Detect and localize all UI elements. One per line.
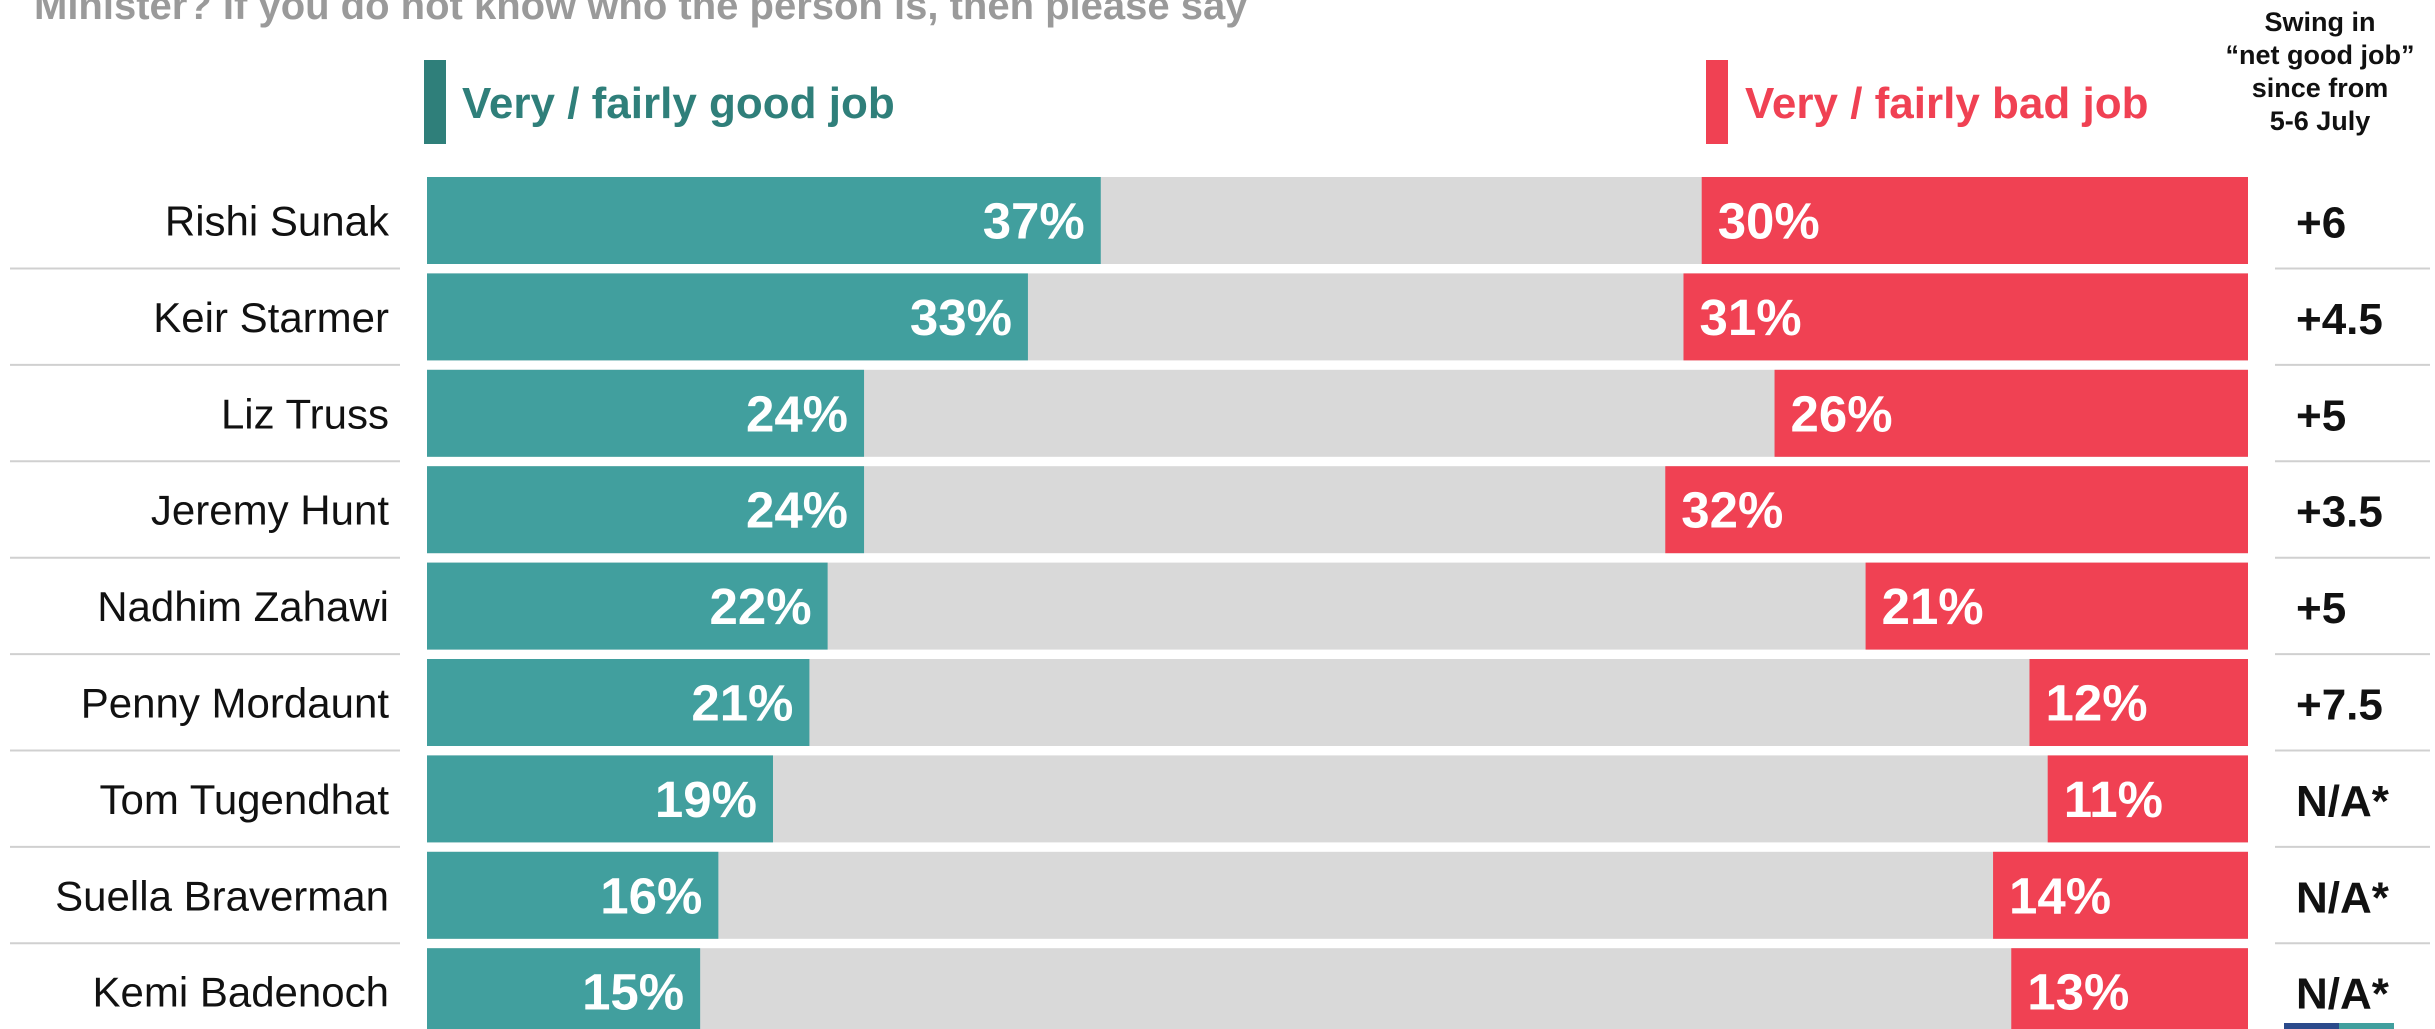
bar-neutral xyxy=(427,948,2248,1029)
swing-header-line: Swing in xyxy=(2264,7,2376,37)
bar-bad xyxy=(1701,177,2248,264)
bar-neutral xyxy=(427,851,2248,939)
bar-good xyxy=(427,466,865,554)
bar-good xyxy=(427,659,810,746)
row-label: Keir Starmer xyxy=(153,294,389,341)
row-label: Liz Truss xyxy=(221,390,389,437)
row-label: Penny Mordaunt xyxy=(81,680,390,727)
row-label: Jeremy Hunt xyxy=(151,487,389,534)
bar-bad xyxy=(2047,755,2248,843)
bar-bad xyxy=(1865,562,2248,650)
good-value-label: 37% xyxy=(983,193,1085,250)
good-value-label: 19% xyxy=(655,771,757,828)
bad-value-label: 30% xyxy=(1718,193,1820,250)
legend-good-label: Very / fairly good job xyxy=(462,79,895,128)
legend-bad-marker xyxy=(1706,60,1728,144)
bar-bad xyxy=(2011,948,2248,1029)
swing-header-line: since from xyxy=(2251,72,2389,103)
bar-bad xyxy=(1665,466,2248,554)
row-label: Nadhim Zahawi xyxy=(97,583,389,630)
bad-value-label: 32% xyxy=(1681,482,1783,539)
swing-value: +6 xyxy=(2296,199,2346,248)
bar-good xyxy=(427,177,1101,264)
good-value-label: 24% xyxy=(746,482,848,539)
bar-good xyxy=(427,851,719,939)
bad-value-label: 26% xyxy=(1791,385,1893,442)
bad-value-label: 14% xyxy=(2009,867,2111,924)
row-label: Suella Braverman xyxy=(55,872,389,919)
logo-strip-right xyxy=(2339,1023,2394,1029)
swing-value: +4.5 xyxy=(2296,295,2383,344)
swing-value: N/A* xyxy=(2296,873,2390,922)
swing-value: +5 xyxy=(2296,391,2346,440)
bar-good xyxy=(427,948,701,1029)
swing-value: +7.5 xyxy=(2296,681,2383,730)
good-value-label: 33% xyxy=(910,289,1012,346)
row-label: Tom Tugendhat xyxy=(99,776,389,823)
bar-good xyxy=(427,273,1028,361)
bad-value-label: 21% xyxy=(1882,578,1984,635)
bar-bad xyxy=(1683,273,2248,361)
good-value-label: 15% xyxy=(582,964,684,1021)
good-value-label: 22% xyxy=(710,578,812,635)
bad-value-label: 12% xyxy=(2045,675,2147,732)
bad-value-label: 31% xyxy=(1699,289,1801,346)
logo-strip-left xyxy=(2284,1023,2339,1029)
bar-bad xyxy=(1993,851,2248,939)
good-value-label: 21% xyxy=(691,675,793,732)
row-label: Kemi Badenoch xyxy=(92,969,389,1016)
bar-good xyxy=(427,755,773,843)
swing-header-line: “net good job” xyxy=(2225,39,2415,70)
swing-value: N/A* xyxy=(2296,777,2390,826)
bar-good xyxy=(427,562,828,650)
question-text: Minister? If you do not know who the per… xyxy=(34,0,1248,28)
swing-value: +5 xyxy=(2296,584,2346,633)
legend-bad-label: Very / fairly bad job xyxy=(1745,79,2149,128)
good-value-label: 24% xyxy=(746,385,848,442)
row-label: Rishi Sunak xyxy=(165,198,390,245)
swing-column-header: Swing in “net good job” since from 5-6 J… xyxy=(2210,6,2430,138)
bad-value-label: 13% xyxy=(2027,964,2129,1021)
swing-value: N/A* xyxy=(2296,970,2390,1019)
bar-bad xyxy=(1774,369,2248,457)
legend-good-marker xyxy=(424,60,446,144)
bar-bad xyxy=(2029,659,2248,746)
swing-header-line: 5-6 July xyxy=(2269,105,2371,136)
good-value-label: 16% xyxy=(600,867,702,924)
swing-value: +3.5 xyxy=(2296,488,2383,537)
bad-value-label: 11% xyxy=(2064,771,2163,828)
bar-good xyxy=(427,369,865,457)
